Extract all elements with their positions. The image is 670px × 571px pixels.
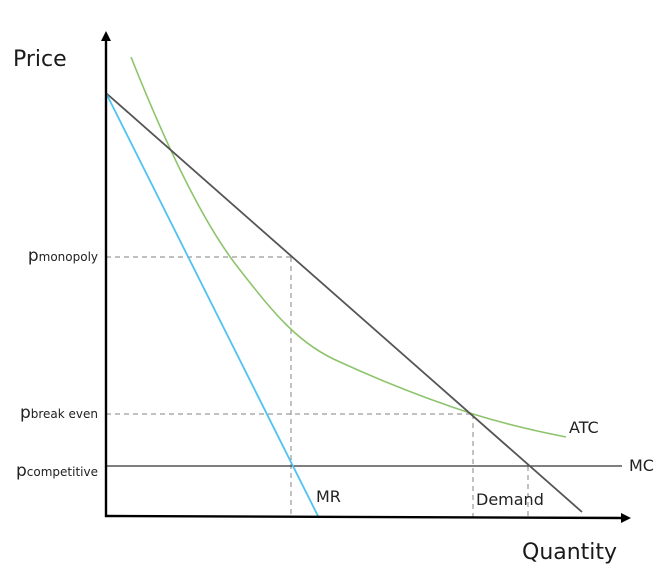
- mr-label: MR: [316, 487, 341, 506]
- mc-label: MC: [629, 456, 654, 475]
- mr-curve: [105, 92, 320, 519]
- p-competitive-main: p: [16, 461, 27, 481]
- p-breakeven-label: pbreak even: [0, 405, 98, 422]
- atc-curve: [130, 56, 567, 438]
- p-breakeven-sub: break even: [30, 407, 98, 421]
- p-breakeven-main: p: [19, 403, 31, 423]
- x-axis: [104, 512, 631, 523]
- p-monopoly-sub: monopoly: [38, 250, 98, 264]
- p-monopoly-main: p: [27, 246, 39, 266]
- y-axis-title: Price: [13, 47, 67, 72]
- demand-curve: [105, 92, 583, 513]
- p-monopoly-label: pmonopoly: [0, 248, 98, 265]
- p-competitive-sub: competitive: [26, 465, 98, 479]
- dashed-guides: [106, 256, 529, 517]
- atc-label: ATC: [569, 418, 599, 437]
- p-competitive-label: pcompetitive: [0, 463, 98, 480]
- demand-label: Demand: [476, 490, 544, 509]
- x-axis-title: Quantity: [522, 540, 618, 565]
